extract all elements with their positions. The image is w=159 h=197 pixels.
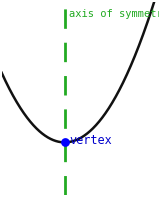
Text: vertex: vertex xyxy=(69,134,112,147)
Text: axis of symmetry: axis of symmetry xyxy=(69,8,159,19)
Point xyxy=(63,141,66,144)
